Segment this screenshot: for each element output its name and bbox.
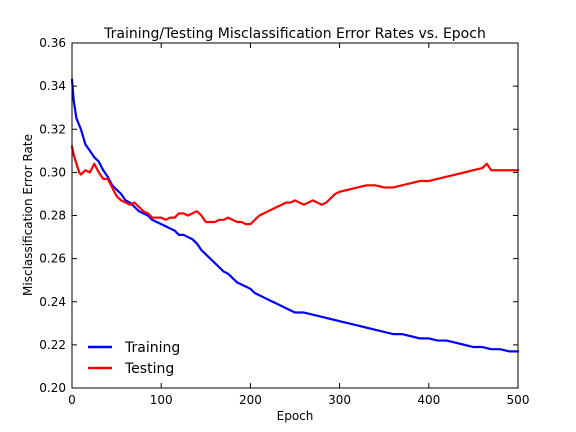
y-tick-label: 0.32 [39,122,66,136]
series-line-testing [70,145,520,226]
x-tick-label: 500 [507,393,530,407]
chart-title: Training/Testing Misclassification Error… [103,26,486,42]
y-tick-label: 0.22 [39,338,66,352]
plot-frame [71,42,519,389]
y-tick-label: 0.34 [39,79,66,93]
y-axis-label: Misclassification Error Rate [21,134,35,296]
x-tick-label: 400 [417,393,440,407]
y-tick-label: 0.20 [39,381,66,395]
legend-label-training: Training [124,340,180,356]
legend: Training Testing [88,340,180,377]
x-tick-label: 200 [239,393,262,407]
y-tick-label: 0.26 [39,252,66,266]
plot-area: 0 100 200 300 400 500 0.20 0.22 0.24 0.26 0.28 0.30… [39,36,529,407]
y-tick-label: 0.28 [39,209,66,223]
x-tick-label: 300 [328,393,351,407]
x-tick-label: 0 [68,393,76,407]
y-tick-label: 0.30 [39,165,66,179]
y-tick-label: 0.36 [39,36,66,50]
y-tick-label: 0.24 [39,295,66,309]
x-axis-label: Epoch [277,409,314,423]
series-line-training [70,78,520,353]
x-tick-label: 100 [150,393,173,407]
legend-label-testing: Testing [124,361,174,377]
